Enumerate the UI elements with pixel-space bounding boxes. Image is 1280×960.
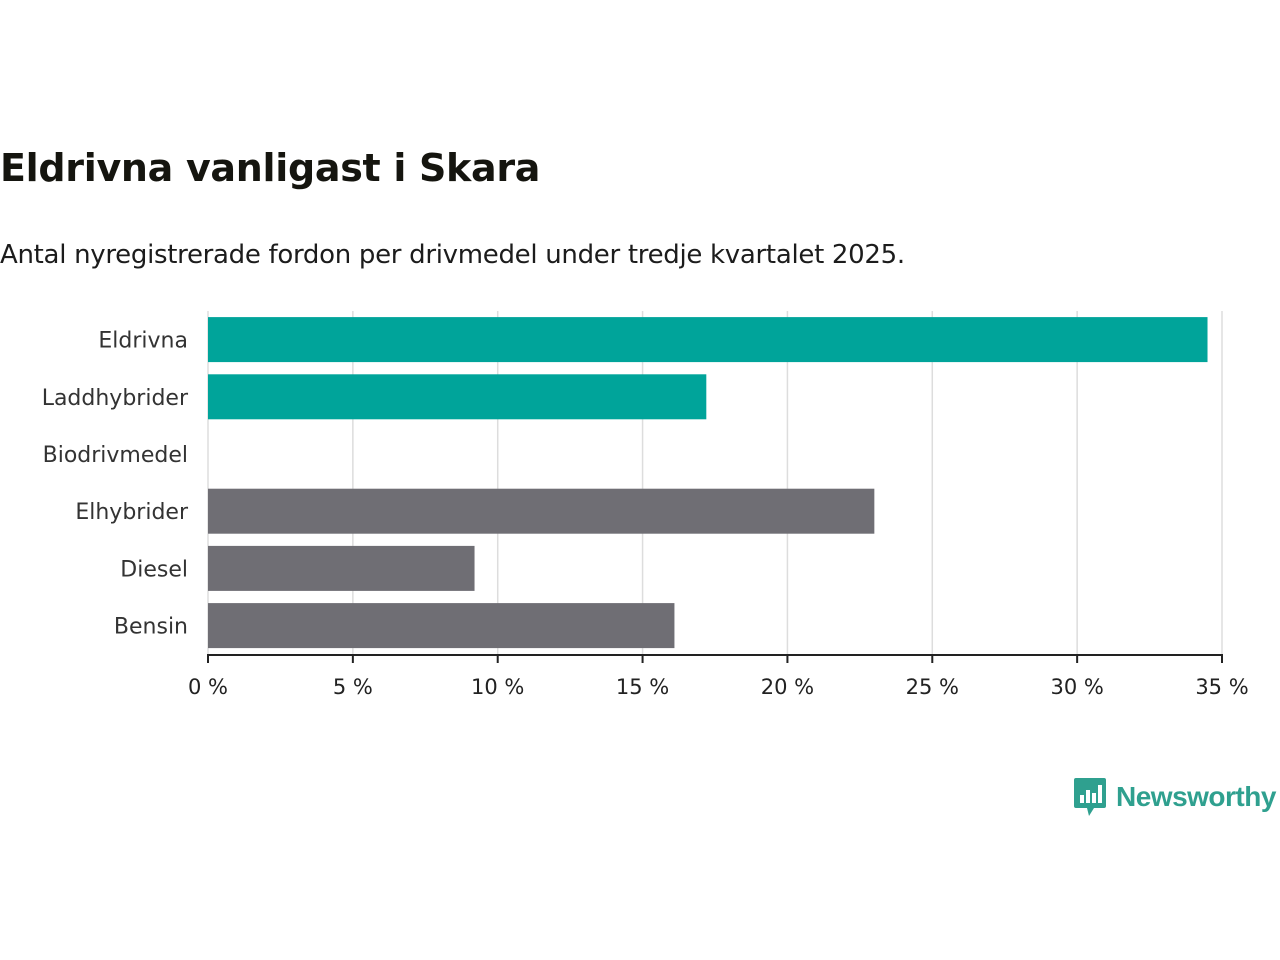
- category-labels: Eldrivna Laddhybrider Biodrivmedel Elhybrid…: [42, 329, 189, 640]
- x-tick-label: 35 %: [1195, 675, 1248, 699]
- category-label-elhybrider: Elhybrider: [75, 500, 189, 525]
- bar-diesel: [208, 545, 475, 591]
- bar-laddhybrider: [208, 374, 707, 420]
- x-tick-label: 15 %: [616, 675, 669, 699]
- chart-subtitle: Antal nyregistrerade fordon per drivmede…: [0, 240, 905, 270]
- category-label-laddhybrider: Laddhybrider: [42, 386, 189, 411]
- brand-name: Newsworthy: [1116, 781, 1276, 812]
- bar-chart: 0 % 5 % 10 % 15 % 20 % 25 % 30 % 35 % Eldrivna L…: [42, 311, 1249, 699]
- x-tick-label: 30 %: [1050, 675, 1103, 699]
- x-tick-label: 0 %: [188, 675, 228, 699]
- bar-bensin: [208, 603, 675, 649]
- bar-eldrivna: [208, 317, 1208, 363]
- bar-elhybrider: [208, 488, 875, 534]
- category-label-diesel: Diesel: [120, 557, 188, 582]
- brand-logo: Newsworthy: [1072, 776, 1276, 818]
- chart-title: Eldrivna vanligast i Skara: [0, 146, 541, 190]
- category-label-biodrivmedel: Biodrivmedel: [43, 443, 188, 468]
- newsworthy-logo-icon: [1074, 778, 1106, 816]
- x-tick-label: 5 %: [333, 675, 373, 699]
- x-tick-label: 25 %: [906, 675, 959, 699]
- category-label-bensin: Bensin: [114, 615, 188, 640]
- x-tick-label: 20 %: [761, 675, 814, 699]
- x-tick-label: 10 %: [471, 675, 524, 699]
- x-axis: 0 % 5 % 10 % 15 % 20 % 25 % 30 % 35 %: [188, 654, 1249, 699]
- gridlines: [207, 311, 1223, 655]
- category-label-eldrivna: Eldrivna: [98, 329, 188, 354]
- bars: [208, 317, 1208, 649]
